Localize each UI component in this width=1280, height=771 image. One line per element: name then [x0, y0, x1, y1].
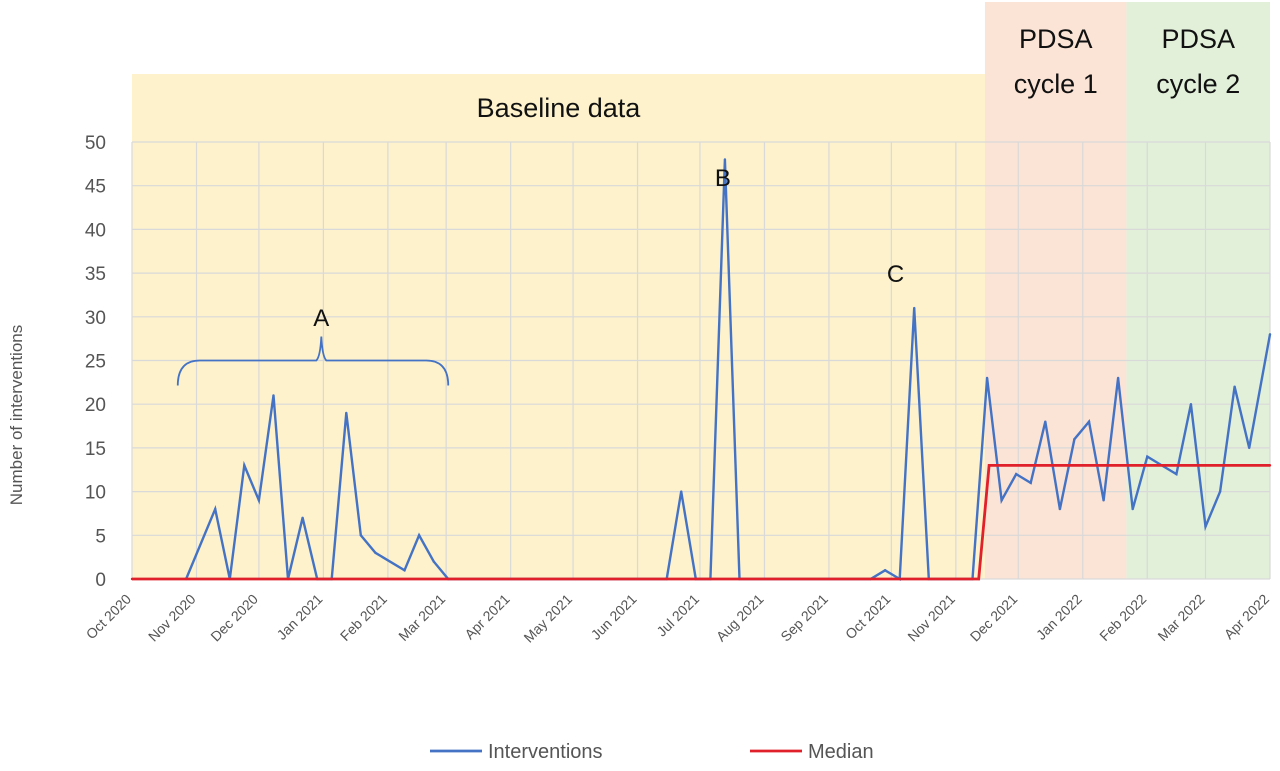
- y-tick-label: 35: [85, 264, 106, 285]
- data-point-interventions: [1218, 490, 1222, 493]
- data-point-interventions: [1029, 481, 1032, 485]
- data-point-interventions: [1233, 385, 1236, 388]
- annotation-label-c: C: [887, 261, 904, 288]
- y-tick-label: 45: [85, 177, 106, 198]
- annotation-label-b: B: [715, 165, 731, 192]
- phase-label-line: PDSA: [1161, 24, 1235, 54]
- x-tick-label: Nov 2021: [904, 591, 958, 645]
- data-point-interventions: [345, 411, 348, 415]
- y-tick-label: 40: [85, 220, 106, 241]
- y-tick-label: 15: [85, 439, 106, 460]
- data-point-interventions: [1000, 499, 1003, 502]
- y-tick-label: 50: [85, 133, 106, 154]
- x-tick-label: Jun 2021: [588, 591, 640, 643]
- series-line-median: [132, 463, 1270, 581]
- y-tick-label: 0: [95, 570, 106, 591]
- phase-label-line: cycle 1: [1014, 69, 1098, 99]
- x-tick-label: Nov 2020: [145, 591, 199, 645]
- x-tick-label: Aug 2021: [713, 591, 767, 645]
- data-point-interventions: [359, 534, 363, 537]
- x-tick-label: Jan 2021: [273, 591, 325, 643]
- y-tick-label: 10: [85, 483, 106, 504]
- data-point-median: [1268, 464, 1272, 467]
- data-point-interventions: [257, 499, 261, 502]
- y-tick-label: 30: [85, 308, 106, 329]
- data-point-interventions: [883, 569, 887, 572]
- data-point-interventions: [243, 464, 246, 467]
- x-tick-label: Apr 2022: [1221, 591, 1273, 643]
- x-tick-label: Oct 2021: [842, 591, 894, 643]
- x-tick-label: Mar 2021: [395, 591, 448, 644]
- x-tick-label: Apr 2021: [461, 591, 513, 643]
- phase-label-line: cycle 2: [1156, 69, 1240, 99]
- data-point-interventions: [1131, 507, 1134, 511]
- data-point-interventions: [1204, 525, 1207, 528]
- data-point-interventions: [214, 507, 217, 511]
- data-point-interventions: [301, 516, 304, 520]
- data-point-interventions: [403, 569, 406, 572]
- data-point-median: [130, 577, 134, 581]
- data-point-interventions: [374, 551, 377, 554]
- phase-label-pdsa-cycle-2: PDSA cycle 2: [1156, 24, 1240, 99]
- x-tick-label: Mar 2022: [1154, 591, 1207, 644]
- phase-label-line: PDSA: [1019, 24, 1093, 54]
- annotation-brace-a: [176, 336, 450, 386]
- data-point-interventions: [985, 376, 989, 380]
- data-point-interventions: [1268, 333, 1272, 336]
- data-point-interventions: [1014, 472, 1018, 476]
- phase-band-pdsa-cycle-2: [1126, 2, 1270, 579]
- data-point-interventions: [680, 490, 683, 493]
- y-tick-label: 25: [85, 352, 106, 373]
- data-point-interventions: [1044, 420, 1047, 423]
- x-tick-label: Jul 2021: [653, 591, 702, 640]
- x-tick-label: Dec 2020: [207, 591, 261, 645]
- data-point-interventions: [1102, 499, 1105, 502]
- y-axis-title: Number of interventions: [7, 325, 26, 505]
- data-point-interventions: [272, 394, 275, 397]
- data-point-interventions: [1146, 455, 1149, 458]
- data-point-interventions: [913, 306, 916, 310]
- x-tick-label: Feb 2022: [1096, 591, 1149, 644]
- x-tick-label: Feb 2021: [337, 591, 390, 644]
- data-point-interventions: [1073, 437, 1076, 441]
- x-tick-label: Dec 2021: [967, 591, 1021, 645]
- data-point-median: [987, 464, 991, 467]
- x-tick-label: Sep 2021: [777, 591, 831, 645]
- data-point-interventions: [1247, 446, 1251, 450]
- data-point-interventions: [417, 534, 421, 537]
- phase-label-pdsa-cycle-1: PDSA cycle 1: [1014, 24, 1098, 99]
- data-point-interventions: [1116, 376, 1120, 380]
- y-tick-label: 20: [85, 395, 106, 416]
- phase-band-baseline-data: [132, 74, 985, 579]
- data-point-interventions: [723, 158, 727, 161]
- x-tick-label: Oct 2020: [83, 591, 135, 643]
- data-point-interventions: [1189, 403, 1193, 406]
- x-tick-label: Jan 2022: [1033, 591, 1085, 643]
- annotation-label-a: A: [313, 305, 329, 332]
- data-point-interventions: [1175, 472, 1178, 476]
- y-tick-label: 5: [95, 526, 106, 547]
- data-point-interventions: [1087, 420, 1091, 423]
- data-point-interventions: [1058, 507, 1062, 511]
- data-point-interventions: [432, 560, 435, 563]
- phase-label-baseline-data: Baseline data: [477, 93, 642, 123]
- legend-label-interventions: Interventions: [488, 741, 603, 763]
- x-tick-label: May 2021: [520, 591, 575, 646]
- legend-label-median: Median: [808, 741, 874, 763]
- data-point-median: [977, 577, 980, 581]
